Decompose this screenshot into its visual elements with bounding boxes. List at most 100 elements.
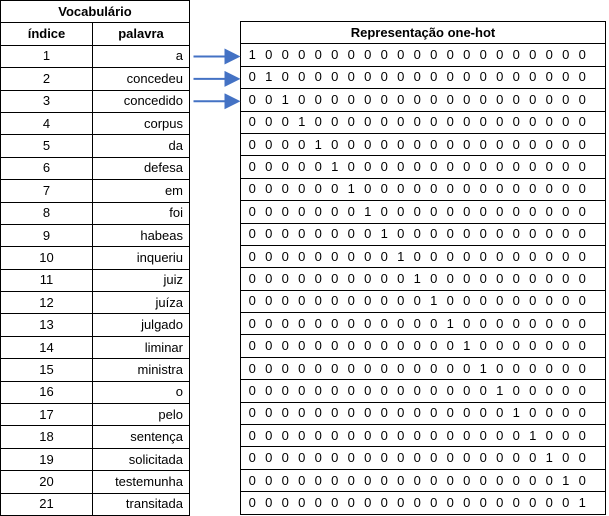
onehot-digit: 0 bbox=[578, 382, 586, 398]
onehot-digit: 0 bbox=[314, 382, 322, 398]
onehot-digit: 0 bbox=[545, 382, 553, 398]
onehot-digit: 0 bbox=[364, 91, 372, 107]
onehot-digit: 0 bbox=[479, 248, 487, 264]
onehot-digit: 0 bbox=[496, 159, 504, 175]
onehot-digit: 0 bbox=[413, 69, 421, 85]
onehot-digit: 0 bbox=[298, 159, 306, 175]
vocab-row: 3 concedido bbox=[0, 89, 190, 113]
vocabulary-title: Vocabulário bbox=[0, 0, 190, 24]
vocab-row: 7 em bbox=[0, 179, 190, 203]
onehot-digit: 0 bbox=[298, 136, 306, 152]
onehot-digit: 0 bbox=[314, 226, 322, 242]
vocab-word: juíza bbox=[92, 291, 190, 315]
onehot-digit: 0 bbox=[397, 136, 405, 152]
onehot-digit: 0 bbox=[545, 472, 553, 488]
vocab-index: 1 bbox=[0, 44, 93, 69]
onehot-digit: 0 bbox=[281, 293, 289, 309]
onehot-digit: 1 bbox=[380, 226, 388, 242]
onehot-digit: 0 bbox=[562, 114, 570, 130]
onehot-digit: 0 bbox=[529, 293, 537, 309]
onehot-digit: 0 bbox=[545, 405, 553, 421]
onehot-digit: 0 bbox=[430, 405, 438, 421]
onehot-digit: 0 bbox=[248, 405, 256, 421]
onehot-digit: 0 bbox=[248, 270, 256, 286]
onehot-digit: 0 bbox=[562, 382, 570, 398]
onehot-digit: 0 bbox=[331, 293, 339, 309]
onehot-digit: 0 bbox=[446, 47, 454, 63]
onehot-digit: 0 bbox=[430, 248, 438, 264]
onehot-digit: 0 bbox=[265, 472, 273, 488]
vocab-index: 4 bbox=[0, 111, 93, 136]
onehot-digit: 0 bbox=[529, 69, 537, 85]
onehot-digit: 0 bbox=[562, 226, 570, 242]
onehot-digit: 0 bbox=[479, 405, 487, 421]
onehot-digit: 0 bbox=[331, 472, 339, 488]
onehot-digit: 0 bbox=[545, 427, 553, 443]
onehot-digit: 0 bbox=[397, 427, 405, 443]
onehot-digit: 0 bbox=[529, 494, 537, 510]
onehot-digit: 0 bbox=[347, 91, 355, 107]
onehot-digit: 0 bbox=[512, 494, 520, 510]
onehot-digit: 0 bbox=[380, 315, 388, 331]
onehot-digit: 1 bbox=[413, 270, 421, 286]
column-header-word: palavra bbox=[92, 22, 190, 46]
onehot-digit: 0 bbox=[430, 494, 438, 510]
onehot-digit: 0 bbox=[529, 382, 537, 398]
onehot-digit: 0 bbox=[364, 136, 372, 152]
onehot-digit: 0 bbox=[380, 405, 388, 421]
vocab-row: 15 ministra bbox=[0, 358, 190, 382]
onehot-digit: 0 bbox=[463, 382, 471, 398]
onehot-digit: 0 bbox=[496, 405, 504, 421]
onehot-digit: 0 bbox=[529, 248, 537, 264]
onehot-digit: 0 bbox=[578, 159, 586, 175]
vocab-word: o bbox=[92, 380, 190, 405]
onehot-digit: 0 bbox=[281, 494, 289, 510]
onehot-digit: 0 bbox=[496, 360, 504, 376]
onehot-digit: 0 bbox=[562, 181, 570, 197]
onehot-digit: 0 bbox=[430, 47, 438, 63]
onehot-digit: 0 bbox=[496, 91, 504, 107]
onehot-digit: 0 bbox=[496, 136, 504, 152]
onehot-digit: 0 bbox=[430, 315, 438, 331]
onehot-digit: 0 bbox=[479, 226, 487, 242]
onehot-digit: 0 bbox=[248, 338, 256, 354]
onehot-digit: 0 bbox=[562, 338, 570, 354]
vocab-word: juiz bbox=[92, 268, 190, 293]
onehot-digit: 0 bbox=[331, 91, 339, 107]
vocab-index: 2 bbox=[0, 67, 93, 91]
onehot-digit: 0 bbox=[281, 47, 289, 63]
onehot-digit: 1 bbox=[529, 427, 537, 443]
onehot-digit: 0 bbox=[430, 270, 438, 286]
onehot-digit: 0 bbox=[446, 382, 454, 398]
onehot-digit: 0 bbox=[265, 114, 273, 130]
onehot-digit: 0 bbox=[314, 69, 322, 85]
onehot-digit: 0 bbox=[463, 427, 471, 443]
onehot-digit: 0 bbox=[446, 69, 454, 85]
onehot-digit: 0 bbox=[562, 360, 570, 376]
onehot-digit: 0 bbox=[512, 315, 520, 331]
onehot-digit: 0 bbox=[347, 270, 355, 286]
onehot-digit: 0 bbox=[248, 181, 256, 197]
onehot-digit: 0 bbox=[314, 159, 322, 175]
onehot-digit: 0 bbox=[578, 47, 586, 63]
onehot-digit: 0 bbox=[463, 450, 471, 466]
onehot-digit: 0 bbox=[496, 338, 504, 354]
onehot-digit: 0 bbox=[331, 494, 339, 510]
vocab-index: 17 bbox=[0, 403, 93, 427]
onehot-digit: 0 bbox=[446, 338, 454, 354]
onehot-digit: 0 bbox=[430, 159, 438, 175]
onehot-digit: 0 bbox=[281, 270, 289, 286]
onehot-digit: 0 bbox=[364, 494, 372, 510]
onehot-digit: 0 bbox=[430, 450, 438, 466]
onehot-digit: 0 bbox=[463, 114, 471, 130]
onehot-digit: 0 bbox=[463, 472, 471, 488]
onehot-digit: 0 bbox=[562, 405, 570, 421]
